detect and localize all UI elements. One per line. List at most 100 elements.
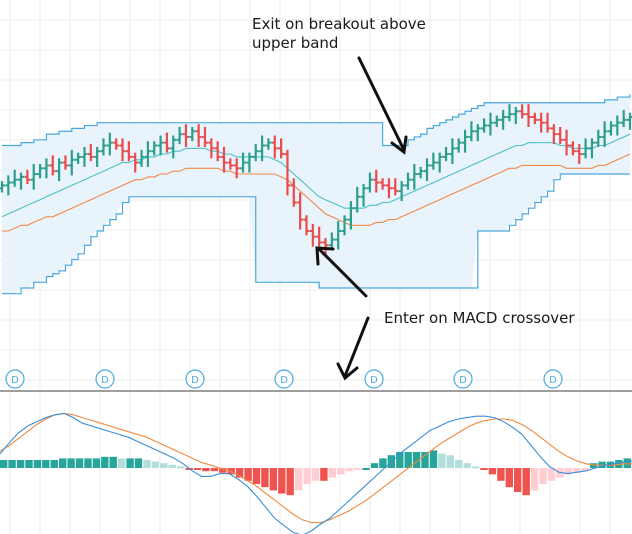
ohlc-bar: [5, 175, 12, 196]
ohlc-bar: [144, 141, 151, 167]
dividend-marker-label: D: [459, 375, 467, 386]
histogram-bar: [379, 458, 387, 468]
ohlc-bar: [189, 126, 196, 142]
histogram-bar: [429, 450, 438, 468]
ohlc-bar: [468, 121, 475, 142]
histogram-bar: [50, 460, 58, 468]
ohlc-bar: [449, 138, 456, 165]
histogram-bar: [337, 468, 345, 475]
dividend-marker[interactable]: D: [543, 369, 563, 389]
ohlc-bar: [100, 138, 107, 156]
ohlc-bar: [68, 149, 75, 176]
ohlc-bar: [569, 141, 576, 156]
histogram-bar: [42, 460, 50, 468]
ohlc-bar: [0, 181, 5, 193]
histogram-bar: [193, 468, 202, 470]
histogram-bar: [278, 468, 286, 494]
ohlc-bar: [430, 152, 437, 170]
ohlc-bar: [531, 112, 538, 125]
ohlc-bar: [607, 121, 614, 136]
ohlc-bar: [221, 146, 228, 173]
histogram-bar: [244, 468, 252, 481]
histogram-bar: [522, 468, 530, 496]
histogram-bar: [412, 452, 421, 468]
ohlc-bar: [309, 223, 316, 247]
basis-line: [2, 153, 631, 232]
exit-annotation: Exit on breakout above upper band: [252, 15, 426, 53]
ohlc-bar: [125, 141, 132, 162]
exit-arrow: [357, 56, 408, 155]
histogram-bar: [488, 468, 497, 475]
ohlc-bar: [328, 232, 335, 250]
ohlc-bar: [557, 126, 564, 145]
ohlc-bar: [303, 215, 310, 236]
ohlc-bar: [113, 138, 120, 150]
histogram-bar: [160, 463, 168, 468]
ohlc-bar: [455, 138, 462, 153]
ohlc-bar: [404, 172, 411, 190]
ohlc-bar: [576, 144, 583, 165]
histogram-bar: [92, 458, 101, 468]
ohlc-bar: [614, 115, 621, 136]
ohlc-bar: [201, 126, 208, 147]
histogram-bar: [404, 452, 412, 468]
ohlc-bar: [11, 169, 18, 187]
ohlc-bar: [512, 107, 519, 125]
ohlc-bar: [18, 172, 25, 190]
ohlc-bar: [214, 141, 221, 162]
histogram-bar: [505, 468, 513, 488]
ohlc-bar: [474, 124, 481, 142]
ohlc-bar: [582, 138, 589, 159]
histogram-bar: [421, 452, 429, 468]
histogram-bar: [177, 466, 185, 469]
dividend-marker[interactable]: D: [185, 369, 205, 389]
histogram-bar: [547, 468, 556, 481]
dividend-marker[interactable]: D: [5, 369, 25, 389]
ohlc-bar: [284, 149, 291, 196]
ohlc-bar: [75, 152, 82, 165]
ohlc-bar: [538, 112, 545, 133]
histogram-bar: [0, 460, 8, 468]
histogram-bar: [109, 456, 117, 468]
histogram-bar: [134, 458, 143, 468]
ohlc-bar: [30, 164, 37, 190]
ohlc-bar: [443, 146, 450, 162]
histogram-bar: [16, 460, 25, 468]
ohlc-bar: [373, 169, 380, 193]
histogram-bar: [370, 463, 379, 468]
ohlc-bar: [62, 155, 69, 170]
ohlc-bar: [265, 138, 272, 150]
dividend-marker[interactable]: D: [364, 369, 384, 389]
ohlc-bar: [379, 178, 386, 190]
ohlc-bar: [246, 152, 253, 173]
ohlc-bar: [106, 132, 113, 156]
histogram-bar: [126, 458, 134, 468]
ohlc-bar: [56, 158, 63, 182]
histogram-bar: [480, 468, 488, 470]
ohlc-bar: [366, 172, 373, 193]
ohlc-bar: [195, 124, 202, 147]
ohlc-bar: [500, 109, 507, 130]
histogram-bar: [101, 456, 109, 468]
histogram-bar: [455, 460, 463, 468]
ohlc-bar: [81, 146, 88, 167]
dividend-marker[interactable]: D: [274, 369, 294, 389]
dividend-marker[interactable]: D: [453, 369, 473, 389]
ohlc-bar: [37, 164, 44, 179]
dividend-marker[interactable]: D: [95, 369, 115, 389]
ohlc-bar: [157, 135, 164, 156]
histogram-bar: [67, 458, 75, 468]
ohlc-bar: [322, 238, 329, 256]
ohlc-bar: [87, 144, 94, 162]
ohlc-bar: [487, 112, 494, 136]
ohlc-bar: [519, 104, 526, 119]
histogram-bar: [573, 468, 581, 473]
histogram-bar: [202, 468, 210, 472]
ohlc-bar: [163, 132, 170, 153]
ohlc-bar: [347, 201, 354, 230]
ohlc-bar: [43, 158, 50, 179]
histogram-bar: [227, 468, 235, 475]
macd-histogram: [0, 450, 631, 496]
ohlc-bar: [588, 138, 595, 159]
